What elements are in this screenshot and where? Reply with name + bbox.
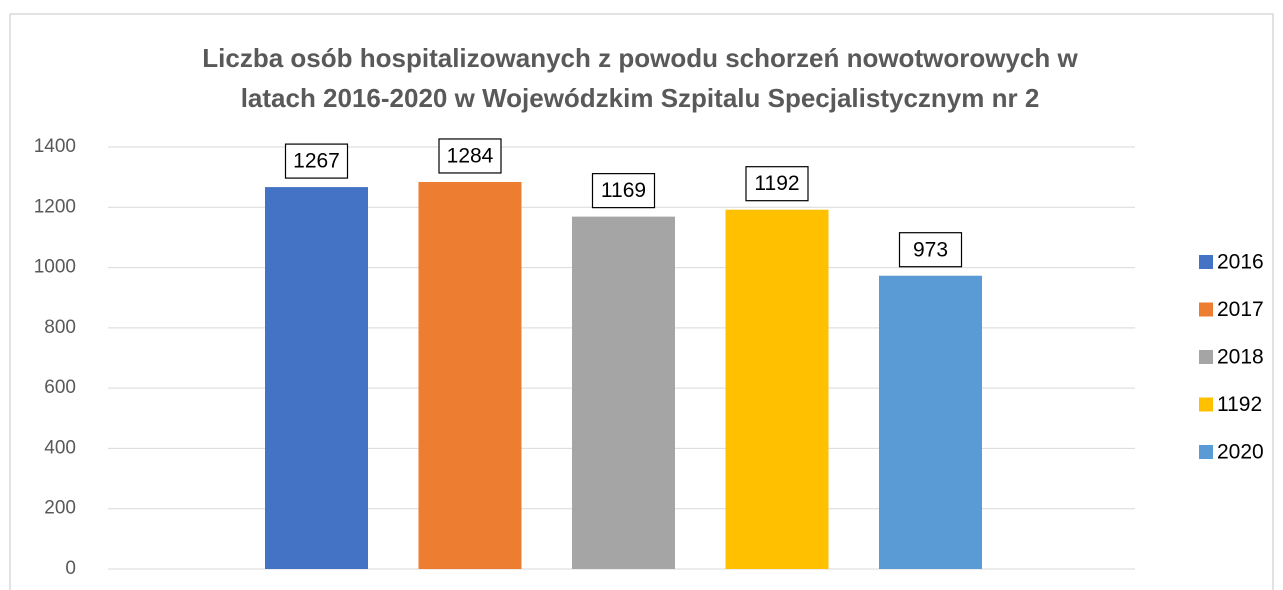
legend-label: 1192 <box>1217 393 1262 416</box>
y-tick-label: 600 <box>44 377 76 398</box>
bar <box>265 187 368 569</box>
chart-title: Liczba osób hospitalizowanych z powodu s… <box>202 43 1078 73</box>
bar <box>725 209 829 569</box>
legend-swatch <box>1199 255 1213 269</box>
legend-swatch <box>1199 350 1213 364</box>
y-tick-label: 400 <box>44 437 76 458</box>
y-tick-label: 1000 <box>34 257 76 278</box>
y-tick-label: 0 <box>65 558 76 579</box>
y-tick-label: 1200 <box>34 196 76 217</box>
data-label-box <box>898 232 963 268</box>
data-label: 1169 <box>601 179 646 202</box>
legend-swatch <box>1199 397 1213 412</box>
legend-label: 2016 <box>1217 251 1264 274</box>
data-label-box <box>745 166 809 202</box>
y-tick-label: 1400 <box>34 136 76 157</box>
bar <box>879 275 982 569</box>
legend-swatch <box>1199 445 1213 459</box>
legend-label: 2020 <box>1217 441 1264 464</box>
data-label: 973 <box>913 238 948 261</box>
bar <box>418 181 522 570</box>
y-tick-label: 800 <box>44 317 76 338</box>
data-label-box <box>591 173 656 209</box>
chart-title: latach 2016-2020 w Wojewódzkim Szpitalu … <box>241 83 1040 113</box>
data-label: 1192 <box>754 172 799 195</box>
legend-label: 2017 <box>1217 298 1264 321</box>
data-label-box <box>284 143 349 179</box>
bar <box>572 216 675 569</box>
legend-swatch <box>1199 302 1213 317</box>
legend-label: 2018 <box>1217 346 1264 369</box>
data-label: 1267 <box>293 150 340 173</box>
y-tick-label: 200 <box>44 498 76 519</box>
data-label-box <box>438 138 502 174</box>
data-label: 1284 <box>447 145 494 168</box>
